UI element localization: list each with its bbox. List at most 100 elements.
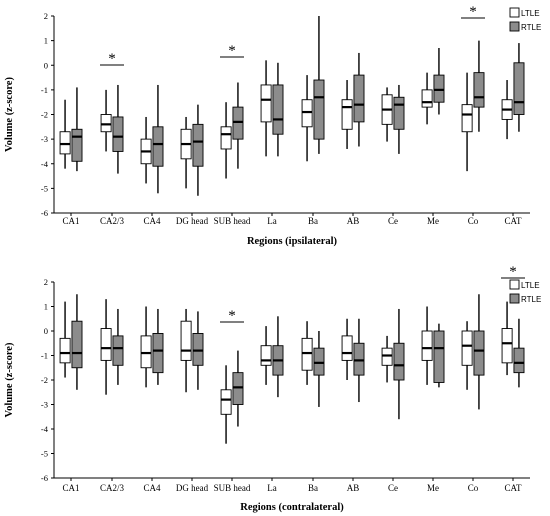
x-axis-title: Regions (ipsilateral) — [247, 236, 338, 247]
panel-ipsilateral: 2 1 0 -1 -2 -3 -4 -5 -6 Volume (z-score) CA1 CA2/3 C… — [4, 4, 541, 247]
box-ltle-me — [421, 72, 433, 125]
box-ltle-ca2-3 — [100, 299, 112, 395]
box-ltle-ce — [381, 87, 393, 142]
x-tick-label: Me — [427, 483, 439, 493]
box-rtle-dg-head — [192, 104, 204, 196]
box-ltle-cat — [501, 80, 513, 140]
box-ltle-ba — [301, 75, 313, 162]
box-rtle-cat — [513, 318, 525, 388]
box-iqr — [421, 89, 433, 108]
box-iqr — [272, 84, 284, 135]
box-ltle-ab — [341, 80, 353, 149]
y-tick-label: -4 — [41, 159, 49, 169]
legend: LTLE RTLE — [509, 279, 541, 304]
box-ltle-la — [260, 60, 272, 157]
box-ltle-ca1 — [59, 99, 71, 169]
box-iqr — [433, 330, 445, 383]
x-tick-label: CAT — [504, 483, 522, 493]
y-tick-label: -1 — [41, 85, 48, 95]
y-tick-label: -2 — [41, 110, 48, 120]
legend-swatch-ltle — [509, 7, 520, 18]
box-iqr — [220, 126, 232, 150]
box-iqr — [513, 347, 525, 374]
x-tick-label: La — [267, 216, 277, 226]
box-ltle-dg-head — [180, 116, 192, 189]
box-ltle-cat — [501, 301, 513, 376]
box-iqr — [180, 320, 192, 361]
box-rtle-ca2-3 — [112, 84, 124, 174]
box-ltle-ca4 — [140, 116, 152, 184]
y-tick-label: 0 — [44, 60, 48, 70]
x-tick-label: La — [267, 483, 277, 493]
x-tick-label: SUB head — [214, 483, 251, 493]
box-ltle-co — [461, 72, 473, 172]
box-iqr — [71, 320, 83, 369]
box-rtle-ca4 — [152, 84, 164, 194]
box-iqr — [192, 123, 204, 167]
x-tick-label: Ba — [308, 483, 318, 493]
box-ltle-ab — [341, 318, 353, 380]
y-tick-label: 0 — [44, 326, 48, 336]
significance-star: * — [469, 4, 477, 20]
x-tick-label: DG head — [176, 483, 209, 493]
y-tick-label: -2 — [41, 375, 48, 385]
y-tick-label: -6 — [41, 473, 48, 483]
x-tick-label: CA1 — [62, 483, 79, 493]
box-rtle-dg-head — [192, 311, 204, 390]
box-iqr — [461, 104, 473, 133]
x-tick-label: CAT — [504, 216, 522, 226]
significance-star: * — [108, 51, 116, 67]
x-tick-label: Ce — [388, 216, 398, 226]
box-iqr — [341, 99, 353, 130]
legend-label-ltle: LTLE — [521, 9, 540, 18]
significance-star: * — [228, 308, 236, 324]
x-tick-label: CA2/3 — [100, 216, 125, 226]
box-ltle-co — [461, 321, 473, 390]
box-iqr — [112, 335, 124, 366]
y-tick-label: -1 — [41, 351, 48, 361]
box-iqr — [232, 372, 244, 405]
legend-swatch-rtle — [509, 293, 520, 304]
box-iqr — [100, 114, 112, 133]
box-iqr — [341, 335, 353, 361]
x-tick-label: CA2/3 — [100, 483, 125, 493]
box-ltle-la — [260, 326, 272, 385]
x-tick-label: SUB head — [214, 216, 251, 226]
x-tick-label: Co — [468, 483, 479, 493]
box-rtle-ce — [393, 84, 405, 154]
box-rtle-ab — [353, 318, 365, 403]
x-tick-label: Co — [468, 216, 479, 226]
box-iqr — [260, 84, 272, 123]
y-tick-label: -4 — [41, 424, 49, 434]
box-iqr — [100, 328, 112, 361]
box-iqr — [501, 328, 513, 364]
box-iqr — [192, 333, 204, 366]
box-ltle-sub-head — [220, 102, 232, 179]
y-tick-label: 1 — [44, 36, 48, 46]
box-ltle-ca4 — [140, 306, 152, 388]
x-tick-label: AB — [347, 216, 360, 226]
box-iqr — [71, 128, 83, 162]
box-iqr — [313, 347, 325, 376]
box-iqr — [421, 330, 433, 361]
legend-swatch-ltle — [509, 279, 520, 290]
box-rtle-ba — [313, 16, 325, 154]
box-iqr — [393, 342, 405, 381]
y-tick-label: -3 — [41, 400, 48, 410]
box-ltle-ca1 — [59, 301, 71, 378]
box-iqr — [381, 347, 393, 366]
box-rtle-ab — [353, 52, 365, 147]
box-iqr — [112, 116, 124, 152]
x-axis-title: Regions (contralateral) — [240, 502, 344, 513]
x-tick-label: CA4 — [143, 483, 161, 493]
x-tick-label: AB — [347, 483, 360, 493]
box-iqr — [260, 345, 272, 366]
box-rtle-co — [473, 40, 485, 132]
box-iqr — [232, 106, 244, 140]
x-tick-label: Me — [427, 216, 439, 226]
box-iqr — [140, 335, 152, 369]
box-iqr — [513, 62, 525, 115]
box-ltle-ca2-3 — [100, 89, 112, 152]
y-tick-label: -3 — [41, 134, 48, 144]
